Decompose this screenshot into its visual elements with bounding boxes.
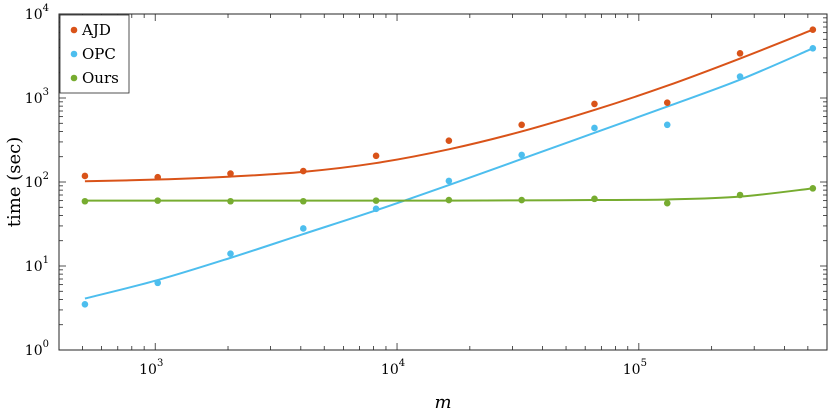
x-tick-label: 103 xyxy=(139,358,163,378)
x-tick-exponent: 5 xyxy=(641,358,647,369)
data-point-ajd xyxy=(227,170,234,177)
y-tick-exponent: 1 xyxy=(43,255,49,266)
legend-label-opc: OPC xyxy=(82,45,116,63)
data-point-ajd xyxy=(809,26,817,34)
data-point-ours xyxy=(81,197,89,205)
data-point-opc xyxy=(809,45,817,52)
data-point-opc xyxy=(299,225,307,232)
data-point-opc xyxy=(372,205,380,213)
y-tick-label: 102 xyxy=(25,171,49,191)
legend-marker-opc xyxy=(70,50,78,58)
fit-curve-ajd xyxy=(84,28,814,183)
data-point-ours xyxy=(154,197,162,204)
y-tick-exponent: 4 xyxy=(43,3,49,14)
y-axis-label: time (sec) xyxy=(4,137,25,227)
legend: AJD OPC Ours xyxy=(59,14,130,94)
y-tick-exponent: 3 xyxy=(43,87,49,98)
legend-marker-ours xyxy=(70,74,78,82)
fit-curve-opc xyxy=(84,47,814,300)
data-point-ajd xyxy=(663,99,671,106)
x-axis-label: m xyxy=(434,392,451,413)
data-point-ours xyxy=(299,197,307,205)
y-tick-label: 104 xyxy=(25,3,49,23)
data-point-ours xyxy=(736,191,744,199)
y-tick-label: 103 xyxy=(25,87,49,107)
data-points xyxy=(81,26,817,308)
legend-marker-ajd xyxy=(70,26,78,34)
data-point-ours xyxy=(372,197,380,204)
data-point-opc xyxy=(591,124,598,132)
x-tick-exponent: 4 xyxy=(399,358,405,369)
legend-label-ours: Ours xyxy=(82,69,119,87)
data-point-opc xyxy=(154,279,162,287)
x-tick-exponent: 3 xyxy=(157,358,163,369)
x-tick-label: 104 xyxy=(381,358,405,378)
x-tick-label: 105 xyxy=(623,358,647,378)
data-point-opc xyxy=(736,73,744,80)
data-point-ours xyxy=(809,185,817,192)
data-point-ours xyxy=(663,199,671,207)
data-point-ours xyxy=(445,196,453,204)
y-tick-exponent: 2 xyxy=(43,171,49,182)
legend-label-ajd: AJD xyxy=(81,21,111,39)
y-tick-label: 101 xyxy=(25,255,49,275)
data-point-ajd xyxy=(445,137,453,145)
data-point-ajd xyxy=(81,172,89,180)
data-point-opc xyxy=(445,177,453,185)
data-point-ours xyxy=(227,197,234,205)
data-point-opc xyxy=(227,250,234,258)
data-point-ajd xyxy=(591,100,598,108)
data-point-ours xyxy=(518,196,525,204)
data-point-ajd xyxy=(736,50,744,57)
data-point-ajd xyxy=(372,152,380,160)
plot-area xyxy=(58,13,828,351)
y-tick-exponent: 0 xyxy=(43,339,49,350)
axis-ticks xyxy=(58,13,828,351)
data-point-ajd xyxy=(518,121,525,129)
data-point-ours xyxy=(591,195,598,203)
data-point-opc xyxy=(81,300,89,308)
data-point-opc xyxy=(518,151,525,159)
data-point-ajd xyxy=(299,167,307,175)
y-tick-label: 100 xyxy=(25,339,49,359)
data-point-ajd xyxy=(154,173,162,181)
data-point-opc xyxy=(663,121,671,129)
